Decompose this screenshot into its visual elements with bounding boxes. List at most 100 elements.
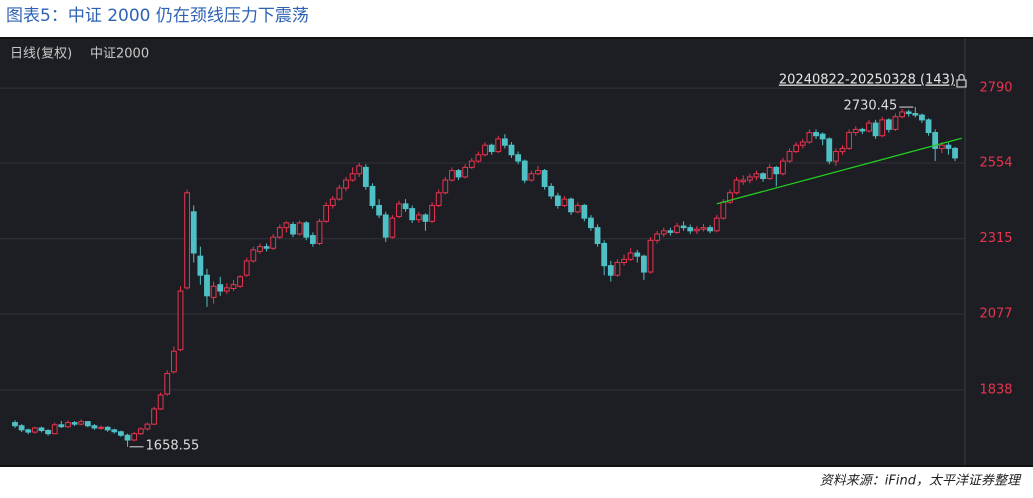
candle-body [693, 228, 700, 232]
candle-body [389, 217, 396, 238]
candle-body [157, 394, 164, 410]
candle-body [170, 350, 177, 373]
candle-body [51, 424, 58, 435]
candle-body [237, 276, 243, 287]
candle-body [230, 284, 237, 290]
index-name: 中证2000 [90, 47, 149, 62]
candle-body [455, 170, 462, 178]
candle-body [435, 192, 442, 206]
source-note: 资料来源：iFind，太平洋证券整理 [820, 474, 1022, 489]
candle-body [786, 151, 793, 162]
candle-body [177, 290, 184, 351]
candle-body [336, 187, 343, 200]
candle-body [846, 132, 853, 149]
candle-body [270, 236, 277, 249]
candle-body [243, 260, 250, 276]
candle-body [151, 408, 157, 425]
candle-body [164, 372, 171, 395]
candle-body [859, 128, 866, 132]
candle-body [892, 116, 899, 130]
candle-body [832, 151, 839, 162]
candle-body [700, 227, 707, 230]
candle-body [799, 141, 806, 146]
candle-body [634, 252, 641, 257]
candle-body [118, 431, 124, 436]
candle-body [362, 166, 369, 187]
candle-body [349, 173, 356, 181]
candle-body [746, 176, 753, 181]
candle-body [415, 214, 422, 221]
candle-body [945, 144, 952, 149]
candle-body [98, 426, 104, 429]
candle-body [793, 144, 800, 153]
candle-body [402, 203, 409, 210]
candle-body [594, 227, 601, 244]
candle-body [687, 227, 694, 232]
y-tick-label: 2790 [979, 81, 1012, 96]
candle-body [45, 430, 52, 435]
candle-body [905, 111, 912, 115]
candle-body [462, 166, 469, 178]
candle-body [343, 179, 349, 189]
candle-body [528, 173, 535, 181]
candle-body [680, 225, 687, 229]
candle-body [356, 165, 363, 175]
candle-body [773, 166, 780, 175]
candle-body [144, 423, 151, 430]
candle-body [607, 265, 614, 276]
candle-body [422, 214, 429, 222]
candle-body [866, 122, 872, 132]
candle-body [31, 427, 38, 433]
candle-body [12, 422, 18, 427]
candle-body [475, 154, 482, 162]
candle-body [899, 111, 905, 118]
candle-body [839, 147, 846, 153]
candle-body [667, 230, 674, 233]
candle-body [660, 230, 667, 235]
candle-body [296, 222, 303, 235]
candle-body [409, 208, 416, 221]
lock-icon [956, 73, 967, 88]
candle-body [204, 274, 210, 297]
candle-body [541, 170, 548, 187]
candle-body [488, 144, 495, 153]
candle-body [561, 198, 568, 206]
candle-body [713, 217, 720, 232]
candle-body [38, 427, 45, 432]
candle-body [614, 262, 621, 276]
candle-body [468, 160, 475, 168]
candle-body [376, 204, 383, 216]
candle-body [71, 422, 78, 425]
candle-body [131, 433, 138, 441]
candle-body [932, 132, 939, 149]
candle-body [78, 421, 85, 425]
candle-body [601, 242, 608, 267]
candle-body [91, 425, 98, 429]
candle-body [588, 217, 594, 229]
candle-body [316, 220, 323, 244]
candle-body [65, 422, 71, 428]
candle-body [501, 138, 508, 146]
candle-body [766, 166, 773, 180]
candle-body [429, 204, 435, 222]
candle-body [210, 285, 217, 298]
candle-body [310, 235, 316, 244]
y-tick-label: 2315 [979, 231, 1012, 246]
candle-body [733, 179, 740, 194]
candle-body [442, 179, 449, 194]
candle-body [952, 147, 958, 159]
candle-body [508, 144, 515, 156]
candle-body [290, 223, 296, 235]
candle-body [819, 133, 826, 140]
candle-body [885, 119, 892, 130]
candle-body [263, 246, 270, 249]
chart-panel [0, 38, 1033, 466]
chart-title: 图表5：中证 2000 仍在颈线压力下震荡 [6, 6, 309, 26]
candle-body [323, 204, 330, 222]
y-tick-label: 2554 [979, 155, 1012, 170]
candle-body [190, 211, 197, 254]
candle-body [515, 154, 522, 162]
candle-body [548, 185, 555, 197]
candle-body [495, 138, 502, 153]
